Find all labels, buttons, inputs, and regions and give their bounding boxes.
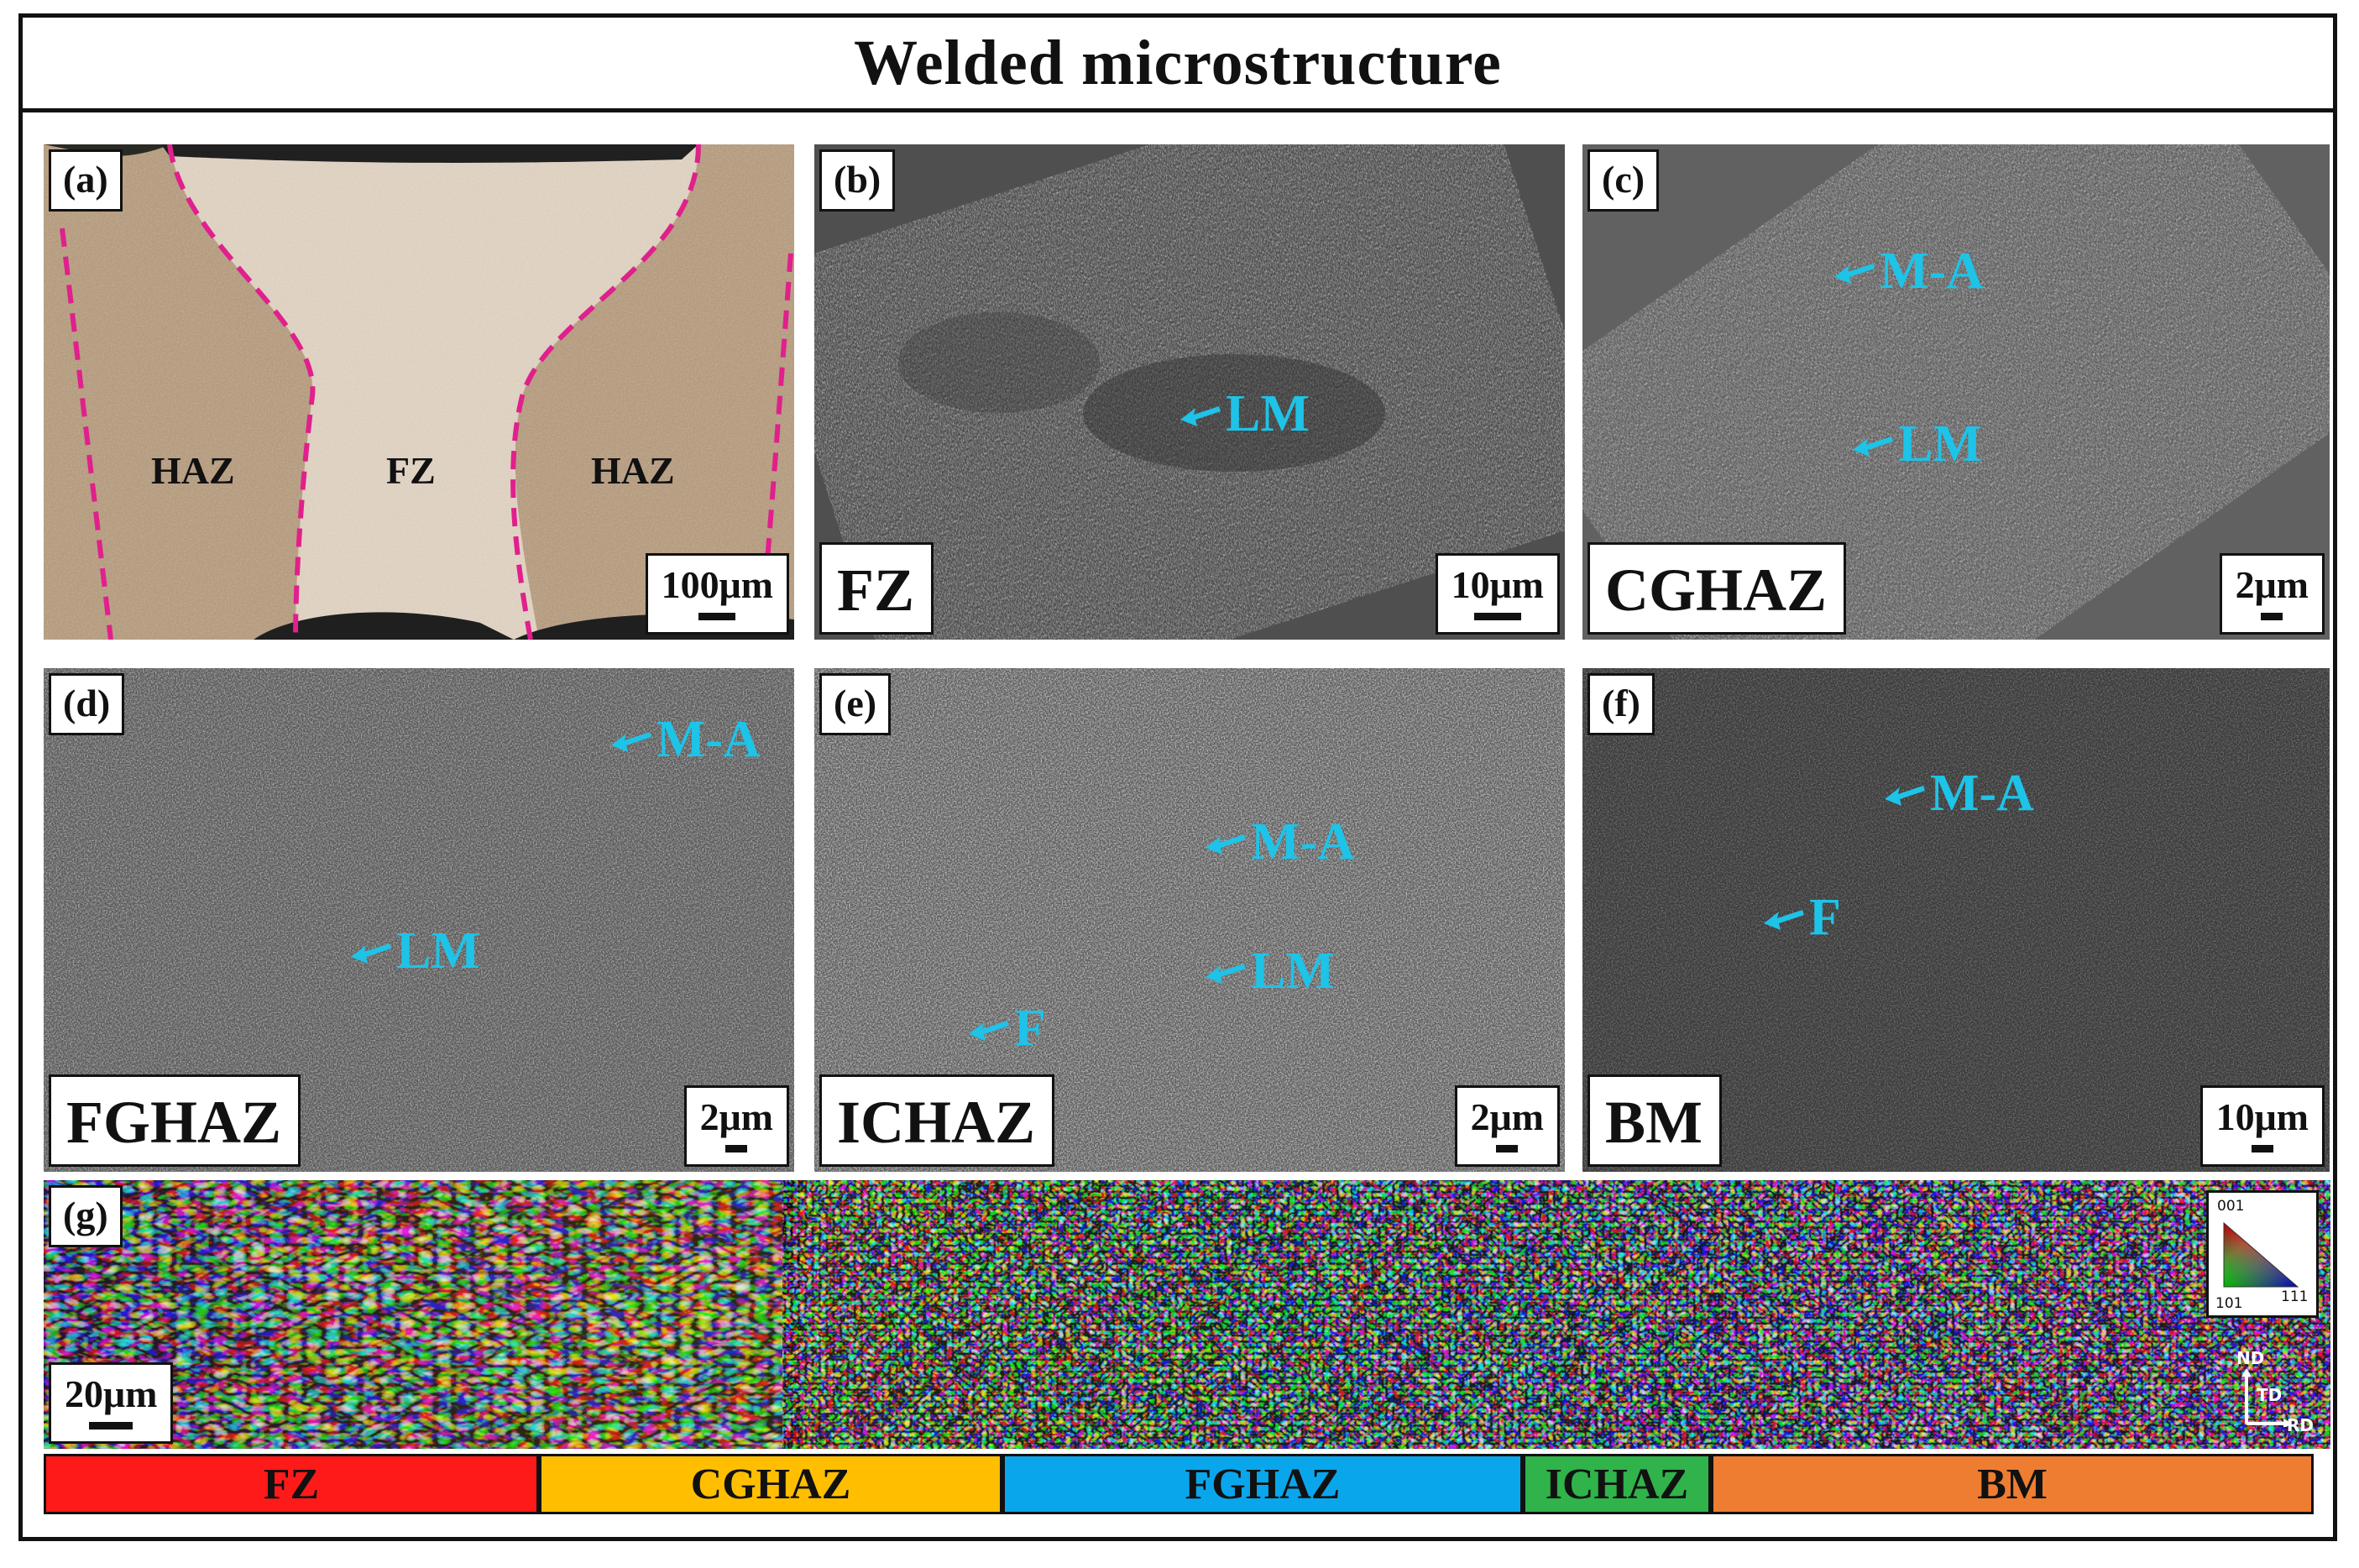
axis-rd: RD — [2287, 1415, 2315, 1435]
arrow-icon — [1206, 829, 1246, 855]
axes-arrows-icon — [2241, 1368, 2292, 1427]
arrow-icon — [1834, 259, 1875, 284]
sem-image-fz — [814, 144, 1565, 640]
annotation-m-a: M-A — [1834, 245, 1984, 297]
annotation-m-a: M-A — [1206, 816, 1355, 868]
panel-g-scale-bar: 20μm — [49, 1362, 174, 1444]
arrow-icon — [1180, 401, 1221, 426]
arrow-icon — [969, 1016, 1009, 1041]
panel-d-label: (d) — [49, 673, 125, 735]
panel-b-sem-fz: (b) LM FZ 10μm — [814, 144, 1565, 640]
panel-c-zone-label: CGHAZ — [1587, 542, 1847, 635]
ipf-key-101: 101 — [2215, 1295, 2243, 1312]
arrow-icon — [1764, 905, 1804, 930]
zone-legend-cghaz: CGHAZ — [539, 1454, 1002, 1514]
panel-a-optical-micrograph: (a) HAZ FZ HAZ 100μm — [44, 144, 794, 640]
zone-legend-ichaz: ICHAZ — [1523, 1454, 1711, 1514]
scale-bar-line — [1473, 613, 1521, 620]
axis-nd: ND — [2236, 1348, 2265, 1368]
panel-f-zone-label: BM — [1587, 1074, 1722, 1167]
panel-e-label: (e) — [819, 673, 892, 735]
ipf-key-111: 111 — [2281, 1288, 2309, 1305]
panel-e-sem-ichaz: (e) M-A LM F ICHAZ 2μm — [814, 668, 1565, 1172]
annotation-m-a: M-A — [1885, 767, 2034, 819]
scale-bar-line — [1496, 1145, 1519, 1152]
panel-g-ebsd-map: (g) 20μm 001 101 111 ND TD RD — [44, 1180, 2330, 1449]
annotation-lm: LM — [1206, 945, 1335, 997]
arrow-icon — [1885, 781, 1925, 806]
scale-bar-line — [2251, 1145, 2273, 1152]
scale-bar-line — [725, 1145, 748, 1152]
zone-legend-bm: BM — [1711, 1454, 2314, 1514]
zone-legend-fz: FZ — [44, 1454, 539, 1514]
panel-f-label: (f) — [1587, 673, 1655, 735]
figure-title: Welded microstructure — [854, 27, 1502, 98]
arrow-icon — [1853, 431, 1893, 457]
panel-d-zone-label: FGHAZ — [49, 1074, 301, 1167]
arrow-icon — [611, 727, 651, 752]
arrow-icon — [351, 938, 391, 964]
panel-c-scale-text: 2μm — [2235, 563, 2309, 606]
region-label-haz-right: HAZ — [591, 449, 675, 492]
annotation-f: F — [1764, 891, 1841, 943]
ipf-key-001: 001 — [2217, 1198, 2245, 1215]
ipf-triangle-icon — [2223, 1221, 2299, 1288]
panel-e-scale-text: 2μm — [1470, 1095, 1544, 1138]
region-label-haz-left: HAZ — [151, 449, 235, 492]
panel-f-scale-text: 10μm — [2215, 1095, 2309, 1138]
annotation-lm: LM — [1180, 388, 1310, 440]
axis-td: TD — [2257, 1385, 2283, 1405]
panel-e-zone-label: ICHAZ — [819, 1074, 1055, 1167]
panel-b-scale-bar: 10μm — [1435, 553, 1560, 635]
panel-g-scale-text: 20μm — [65, 1372, 158, 1415]
annotation-lm: LM — [351, 925, 480, 977]
figure-title-bar: Welded microstructure — [18, 13, 2337, 112]
zone-legend-fghaz: FGHAZ — [1002, 1454, 1523, 1514]
panel-d-sem-fghaz: (d) M-A LM FGHAZ 2μm — [44, 668, 794, 1172]
region-label-fz: FZ — [386, 449, 436, 492]
annotation-f: F — [969, 1002, 1046, 1054]
scale-bar-line — [89, 1422, 133, 1429]
sample-axes: ND TD RD — [2236, 1348, 2317, 1440]
panel-b-scale-text: 10μm — [1451, 563, 1544, 606]
panel-f-sem-bm: (f) M-A F BM 10μm — [1582, 668, 2330, 1172]
panel-c-label: (c) — [1587, 149, 1660, 212]
panel-d-scale-text: 2μm — [699, 1095, 773, 1138]
scale-bar-line — [698, 613, 736, 620]
ebsd-ipf-image — [44, 1180, 2330, 1449]
ipf-color-key: 001 101 111 — [2206, 1190, 2319, 1318]
panel-f-scale-bar: 10μm — [2199, 1085, 2325, 1167]
panel-a-scale-text: 100μm — [661, 563, 773, 606]
panel-d-scale-bar: 2μm — [683, 1085, 789, 1167]
arrow-icon — [1206, 959, 1246, 984]
scale-bar-line — [2261, 613, 2283, 620]
panel-e-scale-bar: 2μm — [1454, 1085, 1560, 1167]
panel-a-scale-bar: 100μm — [645, 553, 789, 635]
panel-c-sem-cghaz: (c) M-A LM CGHAZ 2μm — [1582, 144, 2330, 640]
panel-b-zone-label: FZ — [819, 542, 934, 635]
panel-g-label: (g) — [49, 1185, 123, 1247]
annotation-lm: LM — [1853, 418, 1982, 470]
panel-c-scale-bar: 2μm — [2219, 553, 2325, 635]
annotation-m-a: M-A — [611, 713, 761, 766]
panel-b-label: (b) — [819, 149, 896, 212]
panel-a-label: (a) — [49, 149, 123, 212]
